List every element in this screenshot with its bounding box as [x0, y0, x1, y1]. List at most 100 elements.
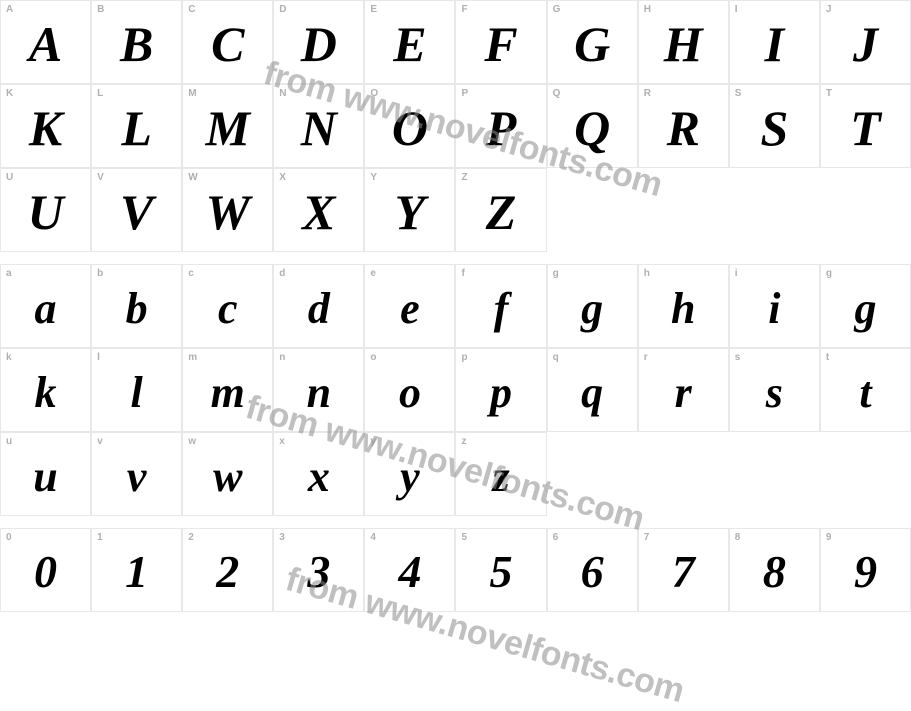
cell-glyph: h: [639, 283, 728, 334]
cell-glyph: Q: [548, 99, 637, 157]
charmap-cell: zz: [455, 432, 546, 516]
font-character-map: AABBCCDDEEFFGGHHIIJJKKLLMMNNOOPPQQRRSSTT…: [0, 0, 911, 668]
cell-label: a: [6, 268, 12, 279]
cell-glyph: n: [274, 367, 363, 418]
charmap-cell: PP: [455, 84, 546, 168]
charmap-cell: rr: [638, 348, 729, 432]
cell-label: p: [461, 352, 467, 363]
charmap-cell: TT: [820, 84, 911, 168]
charmap-row: kkllmmnnooppqqrrsstt: [0, 348, 911, 432]
cell-label: e: [370, 268, 376, 279]
cell-label: m: [188, 352, 197, 363]
charmap-cell: 00: [0, 528, 91, 612]
cell-label: C: [188, 4, 195, 15]
cell-label: G: [553, 4, 561, 15]
charmap-cell: WW: [182, 168, 273, 252]
cell-glyph: 5: [456, 545, 545, 598]
cell-glyph: u: [1, 451, 90, 502]
cell-label: M: [188, 88, 196, 99]
charmap-cell: YY: [364, 168, 455, 252]
cell-glyph: g: [548, 283, 637, 334]
section-spacer: [0, 516, 911, 528]
cell-glyph: g: [821, 283, 910, 334]
cell-label: s: [735, 352, 741, 363]
cell-label: 3: [279, 532, 285, 543]
charmap-row: 00112233445566778899: [0, 528, 911, 612]
cell-label: P: [461, 88, 468, 99]
charmap-cell: II: [729, 0, 820, 84]
cell-label: L: [97, 88, 103, 99]
cell-glyph: L: [92, 99, 181, 157]
charmap-cell: RR: [638, 84, 729, 168]
cell-label: F: [461, 4, 467, 15]
charmap-cell: EE: [364, 0, 455, 84]
cell-label: x: [279, 436, 285, 447]
charmap-cell: 88: [729, 528, 820, 612]
cell-glyph: V: [92, 183, 181, 241]
cell-label: h: [644, 268, 650, 279]
charmap-cell: hh: [638, 264, 729, 348]
cell-label: 5: [461, 532, 467, 543]
charmap-cell: ll: [91, 348, 182, 432]
cell-glyph: S: [730, 99, 819, 157]
cell-label: r: [644, 352, 648, 363]
cell-glyph: O: [365, 99, 454, 157]
charmap-cell: OO: [364, 84, 455, 168]
charmap-cell: cc: [182, 264, 273, 348]
charmap-cell: KK: [0, 84, 91, 168]
cell-glyph: f: [456, 283, 545, 334]
cell-label: Q: [553, 88, 561, 99]
cell-glyph: 1: [92, 545, 181, 598]
cell-label: S: [735, 88, 742, 99]
cell-label: i: [735, 268, 738, 279]
cell-glyph: H: [639, 15, 728, 73]
cell-glyph: G: [548, 15, 637, 73]
cell-glyph: x: [274, 451, 363, 502]
cell-label: g: [553, 268, 559, 279]
charmap-cell: 66: [547, 528, 638, 612]
cell-glyph: E: [365, 15, 454, 73]
cell-label: o: [370, 352, 376, 363]
cell-label: k: [6, 352, 12, 363]
charmap-cell: ee: [364, 264, 455, 348]
cell-label: D: [279, 4, 286, 15]
charmap-cell: XX: [273, 168, 364, 252]
charmap-row: AABBCCDDEEFFGGHHIIJJ: [0, 0, 911, 84]
cell-label: 8: [735, 532, 741, 543]
cell-label: 7: [644, 532, 650, 543]
cell-label: d: [279, 268, 285, 279]
cell-label: N: [279, 88, 286, 99]
cell-label: T: [826, 88, 832, 99]
cell-label: c: [188, 268, 194, 279]
cell-glyph: I: [730, 15, 819, 73]
charmap-row: aabbccddeeffgghhiigg: [0, 264, 911, 348]
charmap-cell: oo: [364, 348, 455, 432]
cell-label: V: [97, 172, 104, 183]
cell-glyph: A: [1, 15, 90, 73]
section-spacer: [0, 252, 911, 264]
charmap-cell: gg: [820, 264, 911, 348]
cell-glyph: Y: [365, 183, 454, 241]
charmap-cell: 22: [182, 528, 273, 612]
cell-glyph: 6: [548, 545, 637, 598]
charmap-cell: HH: [638, 0, 729, 84]
charmap-cell: SS: [729, 84, 820, 168]
cell-glyph: m: [183, 367, 272, 418]
charmap-cell: xx: [273, 432, 364, 516]
cell-glyph: d: [274, 283, 363, 334]
charmap-cell: kk: [0, 348, 91, 432]
cell-glyph: 4: [365, 545, 454, 598]
cell-glyph: B: [92, 15, 181, 73]
charmap-cell: pp: [455, 348, 546, 432]
charmap-cell: 33: [273, 528, 364, 612]
cell-glyph: P: [456, 99, 545, 157]
charmap-cell: VV: [91, 168, 182, 252]
cell-label: t: [826, 352, 829, 363]
charmap-cell: ss: [729, 348, 820, 432]
cell-label: U: [6, 172, 13, 183]
charmap-cell: LL: [91, 84, 182, 168]
cell-label: l: [97, 352, 100, 363]
cell-glyph: q: [548, 367, 637, 418]
cell-glyph: o: [365, 367, 454, 418]
charmap-cell: QQ: [547, 84, 638, 168]
